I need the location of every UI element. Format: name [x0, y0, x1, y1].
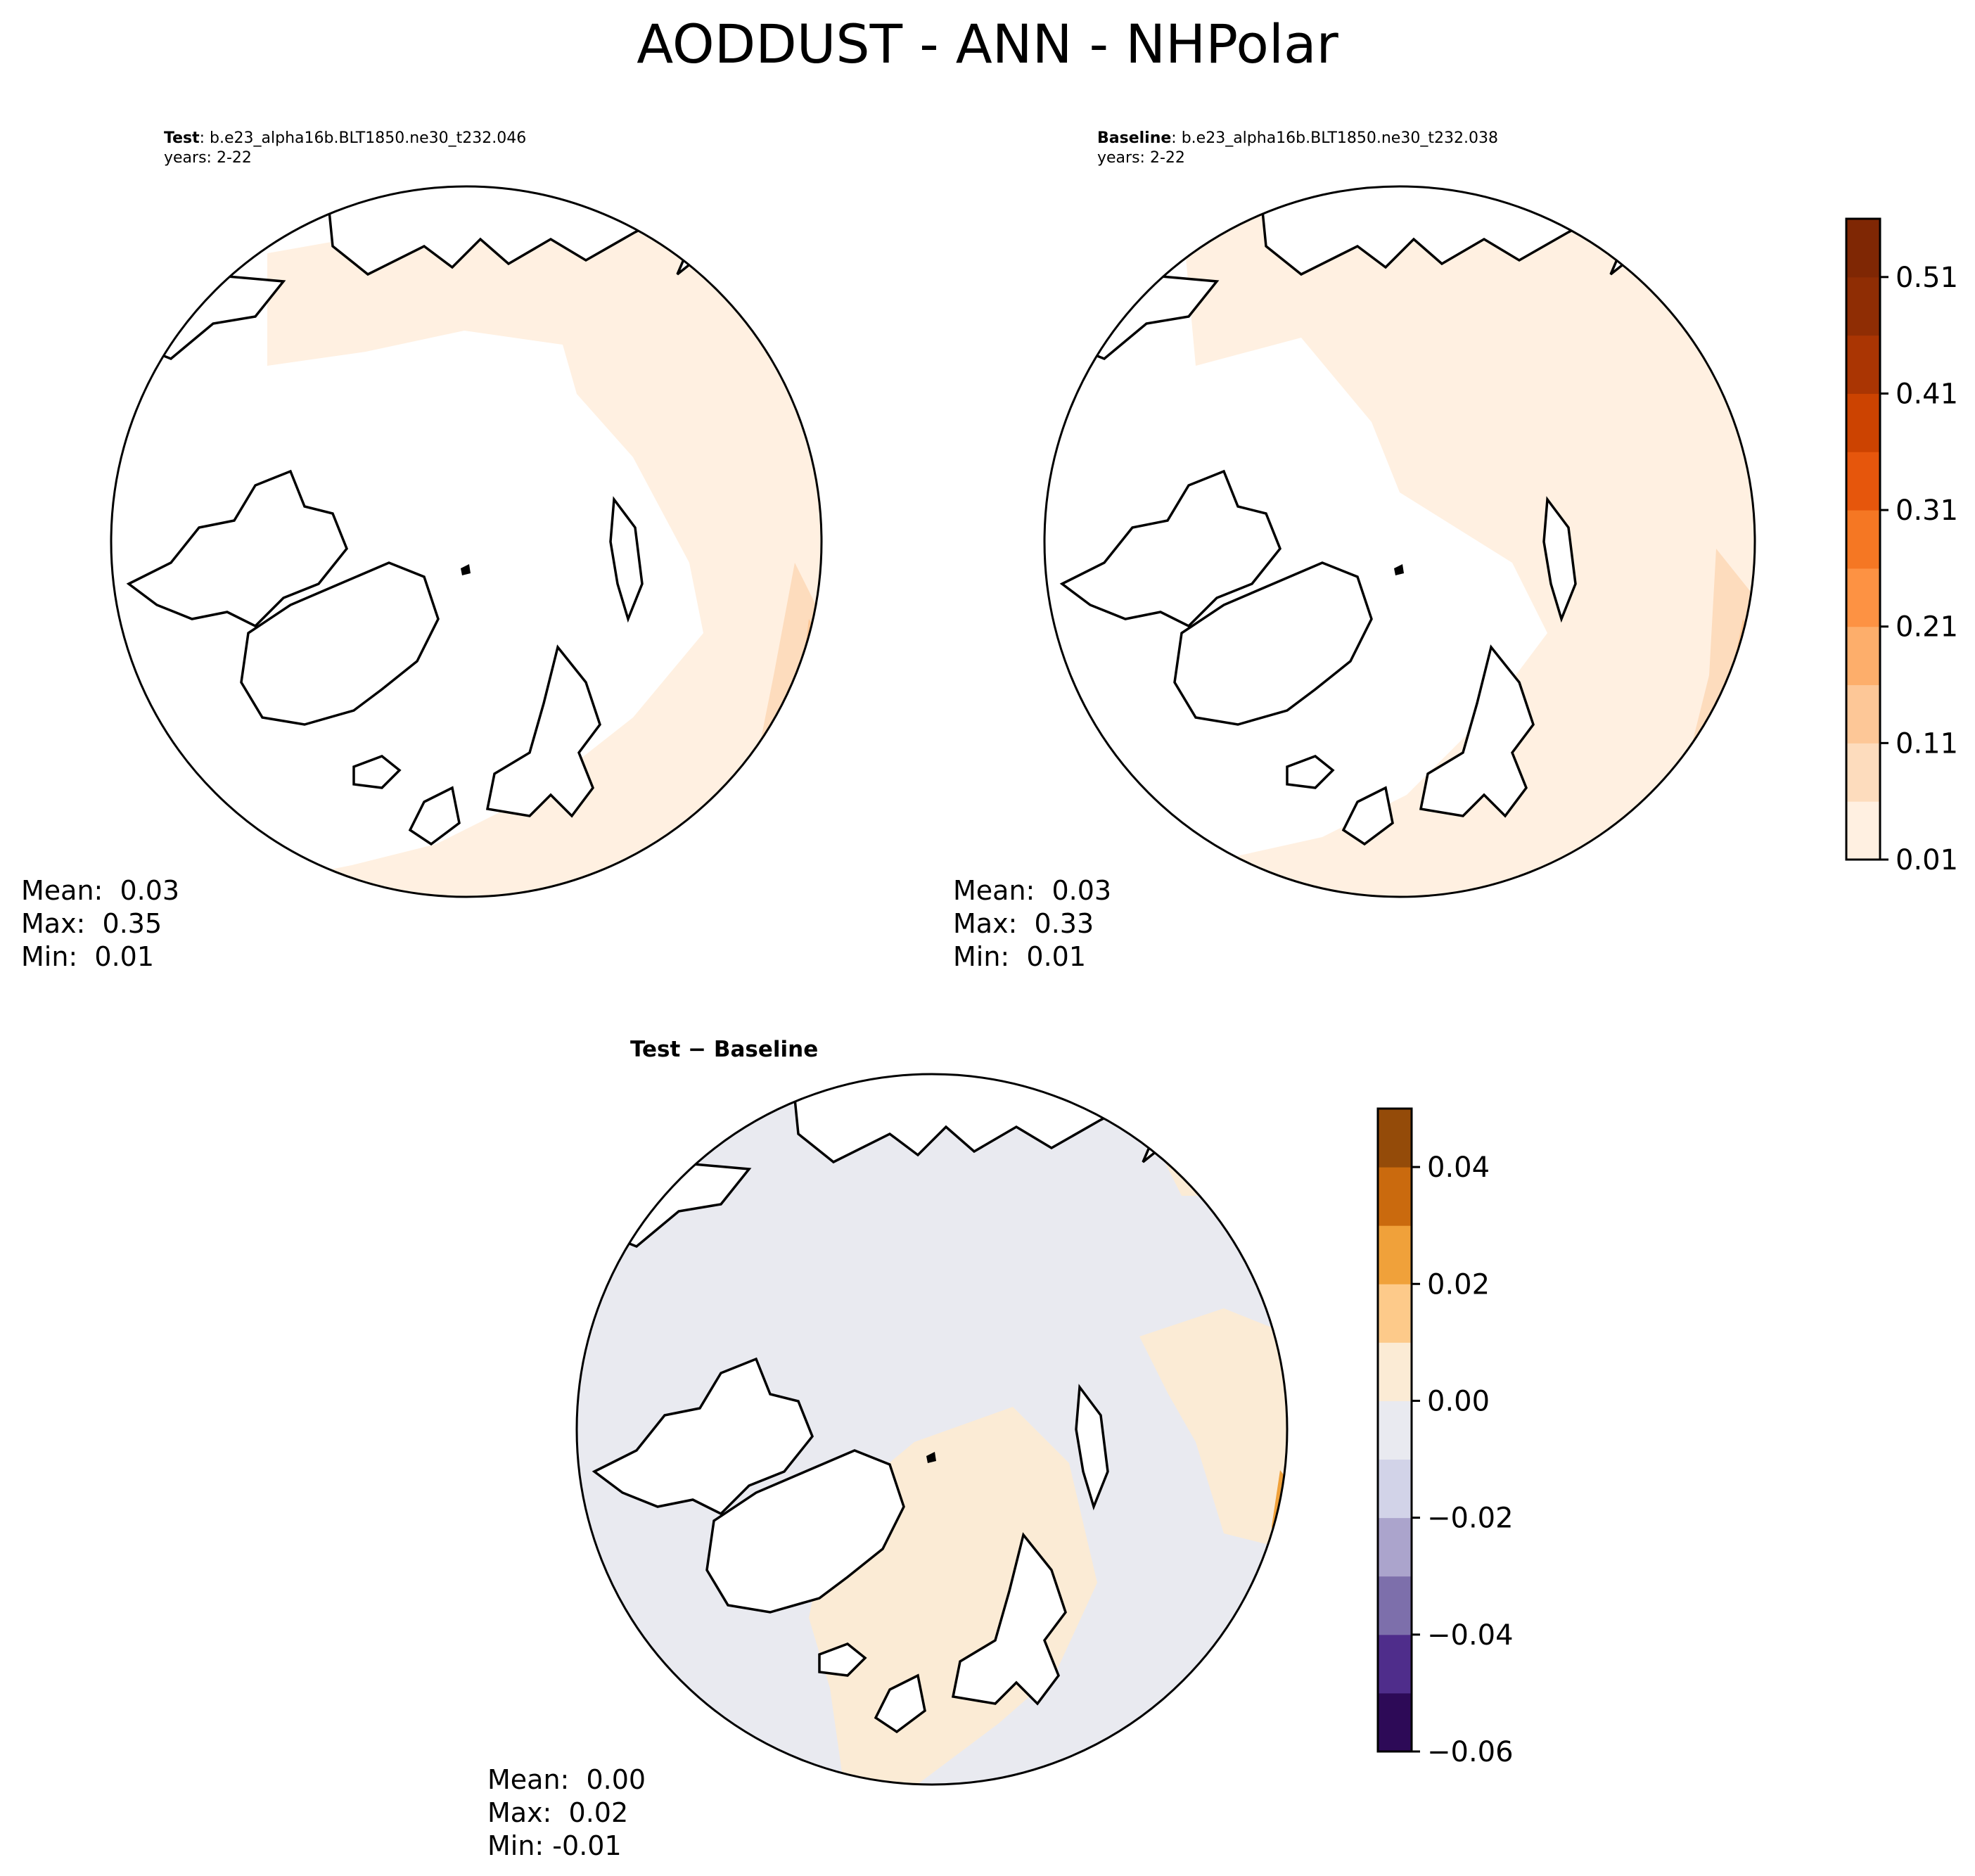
- diff-min: Min: -0.01: [487, 1830, 622, 1861]
- baseline-case-name: : b.e23_alpha16b.BLT1850.ne30_t232.038: [1171, 129, 1498, 147]
- baseline-contour-peak: [1741, 647, 1755, 696]
- main-colorbar-tick-label: 0.31: [1896, 494, 1958, 527]
- main-colorbar-segment: [1846, 276, 1880, 336]
- test-stats: Mean: 0.03 Max: 0.35 Min: 0.01: [21, 874, 179, 974]
- baseline-label: Baseline: [1097, 129, 1172, 147]
- test-map: [110, 185, 823, 898]
- main-colorbar-segment: [1846, 684, 1880, 744]
- diff-map: [575, 1073, 1289, 1786]
- main-colorbar-tick-label: 0.21: [1896, 611, 1958, 644]
- diff-colorbar-segment: [1378, 1167, 1412, 1226]
- test-min: Min: 0.01: [21, 941, 154, 972]
- diff-colorbar-segment: [1378, 1692, 1412, 1752]
- main-colorbar-segment: [1846, 452, 1880, 511]
- figure-title: AODDUST - ANN - NHPolar: [637, 13, 1338, 75]
- diff-colorbar-tick-label: 0.02: [1427, 1268, 1490, 1301]
- diff-colorbar-segment: [1378, 1634, 1412, 1694]
- baseline-mean: Mean: 0.03: [953, 875, 1112, 906]
- test-mean: Mean: 0.03: [21, 875, 180, 906]
- diff-colorbar-tick-label: −0.04: [1427, 1619, 1514, 1652]
- main-colorbar-tick-label: 0.01: [1896, 844, 1958, 876]
- diff-colorbar-segment: [1378, 1400, 1412, 1460]
- diff-mean: Mean: 0.00: [487, 1764, 646, 1795]
- diff-panel-title: Test − Baseline: [630, 1037, 819, 1062]
- baseline-stats: Mean: 0.03 Max: 0.33 Min: 0.01: [953, 874, 1111, 974]
- main-colorbar-segment: [1846, 510, 1880, 569]
- diff-colorbar-tick-label: −0.06: [1427, 1736, 1514, 1768]
- diff-colorbar-segment: [1378, 1342, 1412, 1401]
- colorbar-test-baseline: 0.01 0.11 0.21 0.31 0.41 0.51: [1845, 217, 1958, 876]
- diff-colorbar-tick-label: 0.04: [1427, 1151, 1490, 1184]
- diff-map-boundary: [575, 1073, 1289, 1786]
- test-label: Test: [164, 129, 200, 147]
- test-map-boundary: [110, 185, 823, 898]
- diff-colorbar-tick-label: −0.02: [1427, 1502, 1514, 1535]
- baseline-map: [1043, 185, 1756, 898]
- main-colorbar-segment: [1846, 219, 1880, 278]
- main-colorbar-tick-label: 0.41: [1896, 378, 1958, 410]
- diff-colorbar-segment: [1378, 1284, 1412, 1343]
- main-colorbar-segment: [1846, 801, 1880, 860]
- baseline-years: years: 2-22: [1097, 149, 1185, 167]
- diff-stats: Mean: 0.00 Max: 0.02 Min: -0.01: [487, 1763, 646, 1863]
- test-contour-peak: [810, 654, 822, 696]
- diff-contour-positive-right: [1139, 1308, 1287, 1548]
- main-colorbar-tick-label: 0.11: [1896, 727, 1958, 760]
- baseline-max: Max: 0.33: [953, 908, 1094, 939]
- colorbar-diff: −0.06 −0.04 −0.02 0.00 0.02 0.04: [1376, 1107, 1514, 1768]
- main-colorbar-frame: [1845, 217, 1881, 861]
- diff-colorbar-segment: [1378, 1225, 1412, 1284]
- baseline-map-boundary: [1043, 185, 1756, 898]
- main-colorbar-segment: [1846, 743, 1880, 802]
- test-years: years: 2-22: [164, 149, 252, 167]
- diff-colorbar-segment: [1378, 1459, 1412, 1519]
- diff-max: Max: 0.02: [487, 1797, 629, 1828]
- baseline-min: Min: 0.01: [953, 941, 1086, 972]
- main-colorbar-segment: [1846, 335, 1880, 394]
- test-case-name: : b.e23_alpha16b.BLT1850.ne30_t232.046: [199, 129, 527, 147]
- test-panel-header: Test: b.e23_alpha16b.BLT1850.ne30_t232.0…: [164, 129, 526, 168]
- main-colorbar-segment: [1846, 626, 1880, 686]
- diff-colorbar-segment: [1378, 1517, 1412, 1577]
- diff-colorbar-segment: [1378, 1576, 1412, 1635]
- main-colorbar-segment: [1846, 393, 1880, 452]
- baseline-panel-header: Baseline: b.e23_alpha16b.BLT1850.ne30_t2…: [1097, 129, 1498, 168]
- diff-colorbar-segment: [1378, 1109, 1412, 1168]
- diff-colorbar-tick-label: 0.00: [1427, 1385, 1490, 1417]
- test-max: Max: 0.35: [21, 908, 162, 939]
- main-colorbar-tick-label: 0.51: [1896, 262, 1958, 294]
- main-colorbar-segment: [1846, 568, 1880, 627]
- diff-colorbar-frame: [1376, 1107, 1413, 1753]
